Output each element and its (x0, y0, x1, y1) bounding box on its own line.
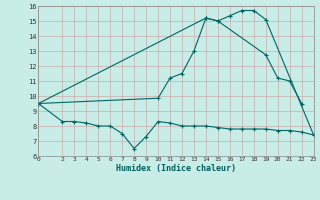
X-axis label: Humidex (Indice chaleur): Humidex (Indice chaleur) (116, 164, 236, 173)
